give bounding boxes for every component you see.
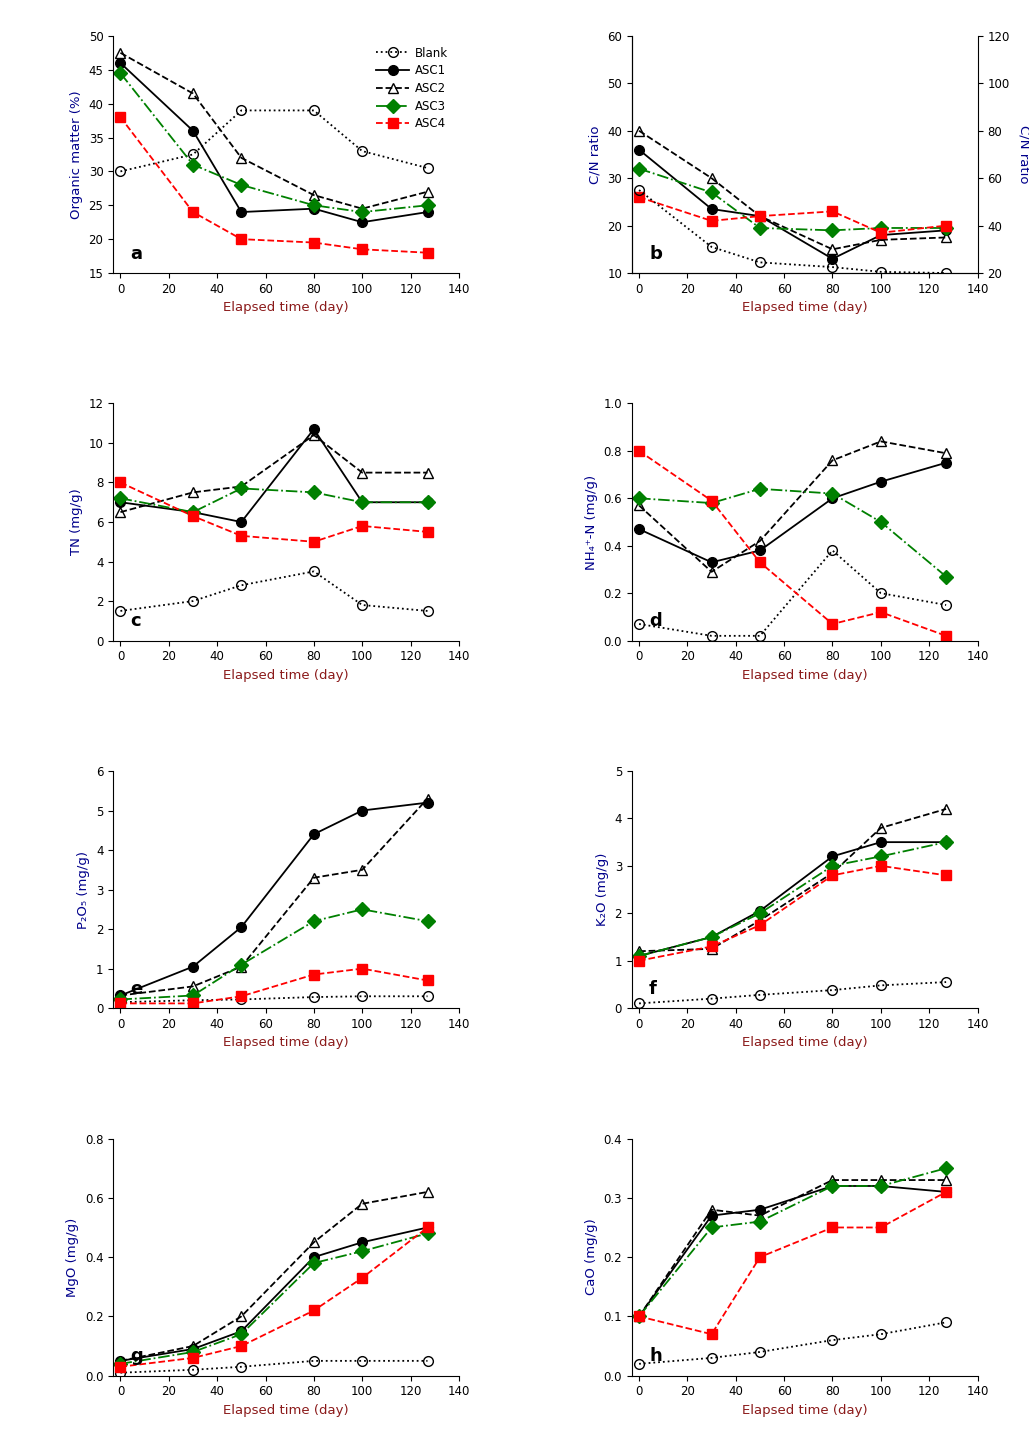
Text: e: e	[131, 979, 143, 998]
Y-axis label: Organic matter (%): Organic matter (%)	[70, 90, 83, 218]
Y-axis label: K₂O (mg/g): K₂O (mg/g)	[596, 853, 609, 926]
Y-axis label: C/N ratio: C/N ratio	[1018, 125, 1029, 184]
X-axis label: Elapsed time (day): Elapsed time (day)	[742, 669, 867, 682]
Text: a: a	[131, 244, 142, 263]
X-axis label: Elapsed time (day): Elapsed time (day)	[223, 669, 349, 682]
Text: g: g	[131, 1347, 143, 1366]
Text: b: b	[649, 244, 662, 263]
X-axis label: Elapsed time (day): Elapsed time (day)	[742, 1404, 867, 1417]
X-axis label: Elapsed time (day): Elapsed time (day)	[223, 1037, 349, 1050]
X-axis label: Elapsed time (day): Elapsed time (day)	[742, 302, 867, 314]
Y-axis label: C/N ratio: C/N ratio	[589, 125, 602, 184]
Text: d: d	[649, 612, 662, 630]
Text: c: c	[131, 612, 141, 630]
Text: h: h	[649, 1347, 662, 1366]
Y-axis label: NH₄⁺-N (mg/g): NH₄⁺-N (mg/g)	[584, 474, 598, 570]
X-axis label: Elapsed time (day): Elapsed time (day)	[742, 1037, 867, 1050]
Y-axis label: P₂O₅ (mg/g): P₂O₅ (mg/g)	[77, 850, 91, 929]
Y-axis label: TN (mg/g): TN (mg/g)	[70, 488, 83, 556]
Y-axis label: CaO (mg/g): CaO (mg/g)	[584, 1219, 598, 1295]
X-axis label: Elapsed time (day): Elapsed time (day)	[223, 1404, 349, 1417]
X-axis label: Elapsed time (day): Elapsed time (day)	[223, 302, 349, 314]
Text: f: f	[649, 979, 657, 998]
Legend: Blank, ASC1, ASC2, ASC3, ASC4: Blank, ASC1, ASC2, ASC3, ASC4	[371, 42, 453, 135]
Y-axis label: MgO (mg/g): MgO (mg/g)	[66, 1218, 79, 1297]
